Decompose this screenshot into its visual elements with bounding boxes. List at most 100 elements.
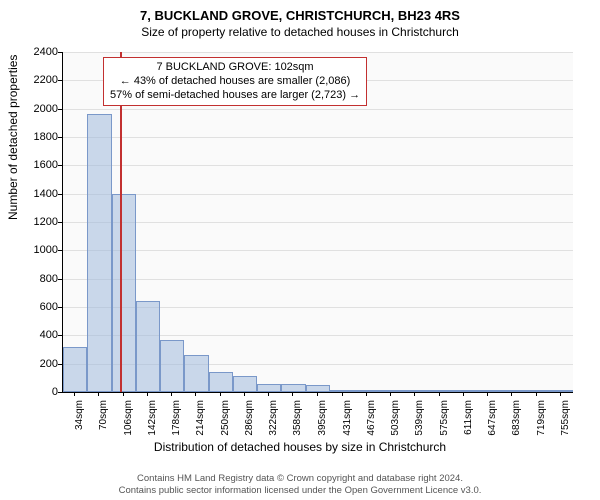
y-tick-label: 1600 <box>18 159 58 171</box>
x-tick-label: 503sqm <box>390 400 401 440</box>
y-tick-mark <box>58 307 62 308</box>
x-tick-label: 611sqm <box>463 400 474 440</box>
y-tick-mark <box>58 279 62 280</box>
annotation-box: 7 BUCKLAND GROVE: 102sqm ← 43% of detach… <box>103 57 367 106</box>
y-tick-label: 800 <box>18 273 58 285</box>
y-tick-label: 1000 <box>18 244 58 256</box>
x-tick-label: 755sqm <box>560 400 571 440</box>
histogram-bar <box>452 390 476 392</box>
gridline <box>63 165 573 166</box>
plot-area: 7 BUCKLAND GROVE: 102sqm ← 43% of detach… <box>62 52 573 393</box>
gridline <box>63 250 573 251</box>
histogram-bar <box>500 390 524 392</box>
histogram-bar <box>549 390 573 392</box>
x-tick-label: 395sqm <box>317 400 328 440</box>
y-tick-label: 1400 <box>18 188 58 200</box>
histogram-bar <box>87 114 111 392</box>
y-tick-label: 2200 <box>18 74 58 86</box>
histogram-bar <box>63 347 87 392</box>
y-tick-mark <box>58 165 62 166</box>
y-tick-label: 600 <box>18 301 58 313</box>
x-tick-label: 467sqm <box>366 400 377 440</box>
x-tick-mark <box>463 392 464 396</box>
x-tick-mark <box>560 392 561 396</box>
histogram-bar <box>281 384 305 393</box>
y-tick-label: 1800 <box>18 131 58 143</box>
x-tick-mark <box>171 392 172 396</box>
histogram-bar <box>306 385 330 392</box>
x-tick-label: 647sqm <box>487 400 498 440</box>
y-tick-label: 200 <box>18 358 58 370</box>
y-tick-mark <box>58 194 62 195</box>
x-axis-label: Distribution of detached houses by size … <box>0 440 600 454</box>
histogram-bar <box>112 194 136 392</box>
gridline <box>63 222 573 223</box>
y-tick-label: 400 <box>18 329 58 341</box>
x-tick-label: 322sqm <box>268 400 279 440</box>
x-tick-label: 142sqm <box>147 400 158 440</box>
y-tick-mark <box>58 250 62 251</box>
y-tick-label: 2400 <box>18 46 58 58</box>
footer-line2: Contains public sector information licen… <box>0 485 600 496</box>
x-tick-label: 431sqm <box>342 400 353 440</box>
x-tick-mark <box>74 392 75 396</box>
x-tick-label: 106sqm <box>123 400 134 440</box>
x-tick-mark <box>244 392 245 396</box>
x-tick-mark <box>268 392 269 396</box>
y-tick-label: 2000 <box>18 103 58 115</box>
x-tick-mark <box>439 392 440 396</box>
footer-attribution: Contains HM Land Registry data © Crown c… <box>0 473 600 496</box>
x-tick-mark <box>511 392 512 396</box>
x-tick-label: 575sqm <box>439 400 450 440</box>
gridline <box>63 137 573 138</box>
x-tick-mark <box>487 392 488 396</box>
annotation-line1: 7 BUCKLAND GROVE: 102sqm <box>110 61 360 75</box>
x-tick-label: 286sqm <box>244 400 255 440</box>
y-tick-mark <box>58 364 62 365</box>
gridline <box>63 194 573 195</box>
x-tick-label: 358sqm <box>292 400 303 440</box>
x-tick-mark <box>123 392 124 396</box>
title-address: 7, BUCKLAND GROVE, CHRISTCHURCH, BH23 4R… <box>0 8 600 23</box>
x-tick-mark <box>342 392 343 396</box>
gridline <box>63 109 573 110</box>
histogram-bar <box>184 355 208 392</box>
y-tick-label: 0 <box>18 386 58 398</box>
histogram-bar <box>427 390 451 392</box>
x-tick-label: 214sqm <box>195 400 206 440</box>
annotation-line2: ← 43% of detached houses are smaller (2,… <box>110 75 360 89</box>
y-tick-mark <box>58 222 62 223</box>
x-tick-mark <box>98 392 99 396</box>
x-tick-label: 70sqm <box>98 400 109 440</box>
x-tick-mark <box>317 392 318 396</box>
x-tick-mark <box>366 392 367 396</box>
title-block: 7, BUCKLAND GROVE, CHRISTCHURCH, BH23 4R… <box>0 0 600 39</box>
histogram-bar <box>476 390 500 392</box>
histogram-bar <box>257 384 281 393</box>
histogram-bar <box>524 390 548 392</box>
x-tick-label: 178sqm <box>171 400 182 440</box>
x-tick-mark <box>390 392 391 396</box>
y-tick-mark <box>58 109 62 110</box>
x-tick-mark <box>414 392 415 396</box>
histogram-bar <box>403 390 427 392</box>
histogram-bar <box>209 372 233 392</box>
y-tick-label: 1200 <box>18 216 58 228</box>
histogram-bar <box>330 390 354 392</box>
y-tick-mark <box>58 335 62 336</box>
x-tick-mark <box>292 392 293 396</box>
x-tick-label: 34sqm <box>74 400 85 440</box>
y-tick-mark <box>58 52 62 53</box>
histogram-bar <box>160 340 184 392</box>
gridline <box>63 279 573 280</box>
x-tick-label: 539sqm <box>414 400 425 440</box>
histogram-bar <box>379 390 403 392</box>
histogram-bar <box>136 301 160 392</box>
x-tick-label: 683sqm <box>511 400 522 440</box>
y-tick-mark <box>58 392 62 393</box>
x-tick-mark <box>147 392 148 396</box>
x-tick-mark <box>195 392 196 396</box>
histogram-bar <box>233 376 257 392</box>
x-tick-label: 719sqm <box>536 400 547 440</box>
y-tick-mark <box>58 137 62 138</box>
